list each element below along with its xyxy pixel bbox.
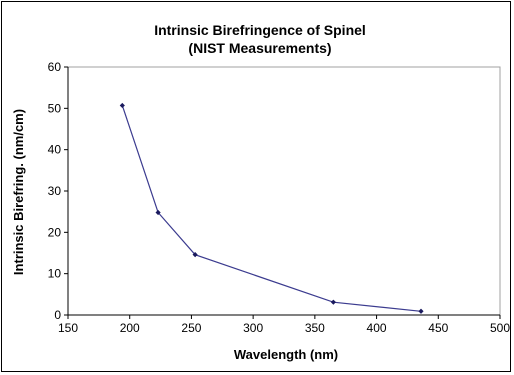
x-tick-label: 150 <box>58 321 78 335</box>
x-tick-label: 500 <box>490 321 510 335</box>
y-tick-label: 30 <box>48 184 62 198</box>
data-point <box>119 102 125 109</box>
data-point <box>418 308 424 314</box>
plot-area: 0 10 20 30 40 50 60 150 200 250 300 350 400 450 500 <box>48 60 511 335</box>
data-point <box>155 209 161 216</box>
x-axis-title: Wavelength (nm) <box>234 347 338 362</box>
chart-subtitle: (NIST Measurements) <box>188 40 331 56</box>
y-axis-title: Intrinsic Birefring. (nm/cm) <box>11 109 26 275</box>
y-tick-label: 60 <box>48 60 62 74</box>
x-tick-label: 400 <box>367 321 387 335</box>
x-tick-label: 200 <box>120 321 140 335</box>
series-line <box>121 105 422 312</box>
chart-title: Intrinsic Birefringence of Spinel <box>154 22 366 38</box>
x-tick-label: 450 <box>428 321 448 335</box>
x-tick-label: 250 <box>181 321 201 335</box>
y-tick-label: 20 <box>48 225 62 239</box>
y-tick-label: 40 <box>48 143 62 157</box>
data-point <box>192 252 198 258</box>
y-tick-label: 50 <box>48 101 62 115</box>
y-tick-label: 0 <box>54 308 61 322</box>
y-tick-label: 10 <box>48 267 62 281</box>
plot-border <box>67 66 501 316</box>
x-tick-label: 350 <box>305 321 325 335</box>
x-tick-label: 300 <box>243 321 263 335</box>
data-point <box>330 299 336 305</box>
